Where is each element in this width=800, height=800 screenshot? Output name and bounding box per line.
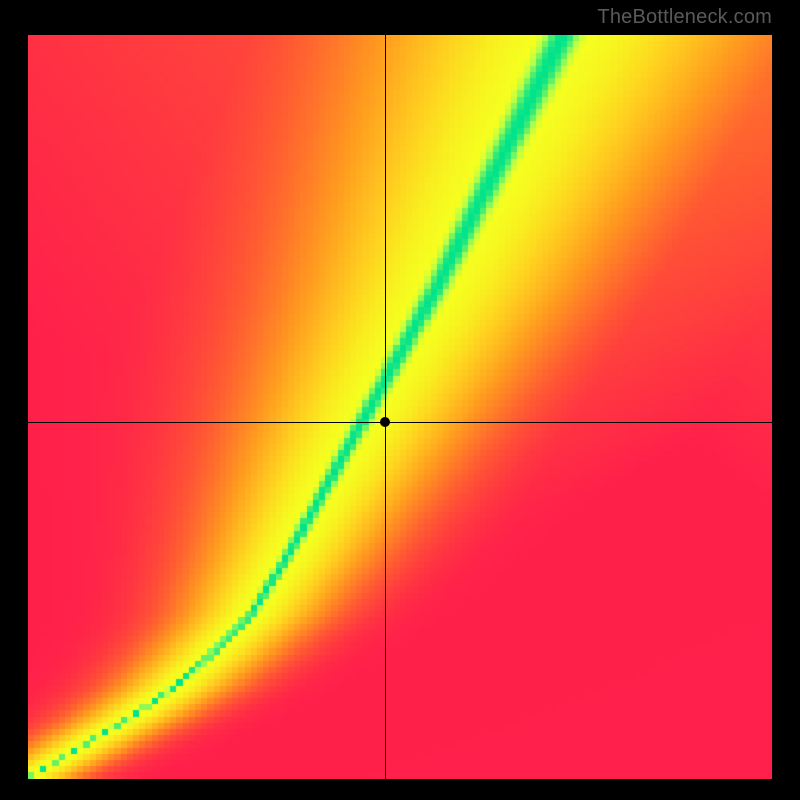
crosshair-vertical (385, 35, 386, 779)
heatmap-canvas (28, 35, 772, 779)
heatmap-plot (28, 35, 772, 779)
crosshair-horizontal (28, 422, 772, 423)
marker-point (380, 417, 390, 427)
watermark-text: TheBottleneck.com (597, 6, 772, 29)
